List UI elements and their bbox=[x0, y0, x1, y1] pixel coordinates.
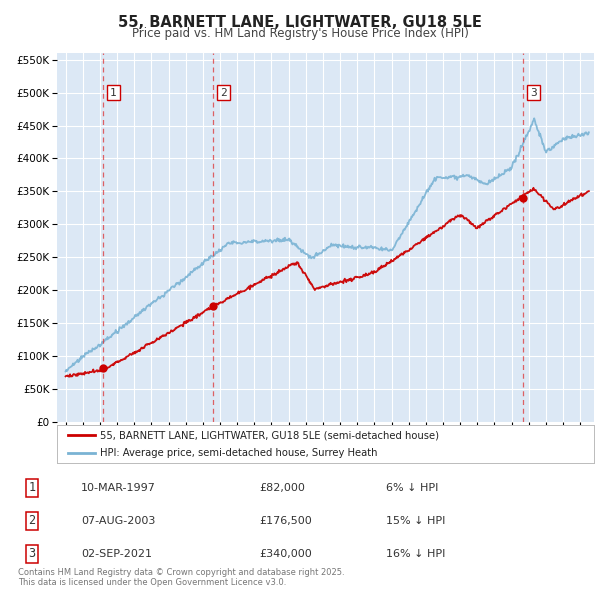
Text: Contains HM Land Registry data © Crown copyright and database right 2025.
This d: Contains HM Land Registry data © Crown c… bbox=[18, 568, 344, 587]
Text: 3: 3 bbox=[530, 87, 537, 97]
Text: 3: 3 bbox=[29, 547, 36, 560]
Text: £340,000: £340,000 bbox=[260, 549, 313, 559]
Text: 55, BARNETT LANE, LIGHTWATER, GU18 5LE: 55, BARNETT LANE, LIGHTWATER, GU18 5LE bbox=[118, 15, 482, 30]
Text: 02-SEP-2021: 02-SEP-2021 bbox=[81, 549, 152, 559]
Text: 15% ↓ HPI: 15% ↓ HPI bbox=[386, 516, 446, 526]
Text: 10-MAR-1997: 10-MAR-1997 bbox=[81, 483, 156, 493]
Text: 55, BARNETT LANE, LIGHTWATER, GU18 5LE (semi-detached house): 55, BARNETT LANE, LIGHTWATER, GU18 5LE (… bbox=[100, 430, 439, 440]
Text: 07-AUG-2003: 07-AUG-2003 bbox=[81, 516, 155, 526]
Text: Price paid vs. HM Land Registry's House Price Index (HPI): Price paid vs. HM Land Registry's House … bbox=[131, 27, 469, 40]
Text: 1: 1 bbox=[29, 481, 36, 494]
Text: 1: 1 bbox=[110, 87, 117, 97]
Text: 16% ↓ HPI: 16% ↓ HPI bbox=[386, 549, 446, 559]
Text: 6% ↓ HPI: 6% ↓ HPI bbox=[386, 483, 439, 493]
Text: £82,000: £82,000 bbox=[260, 483, 305, 493]
Text: 2: 2 bbox=[29, 514, 36, 527]
Text: HPI: Average price, semi-detached house, Surrey Heath: HPI: Average price, semi-detached house,… bbox=[100, 448, 377, 458]
Text: £176,500: £176,500 bbox=[260, 516, 313, 526]
Text: 2: 2 bbox=[220, 87, 227, 97]
